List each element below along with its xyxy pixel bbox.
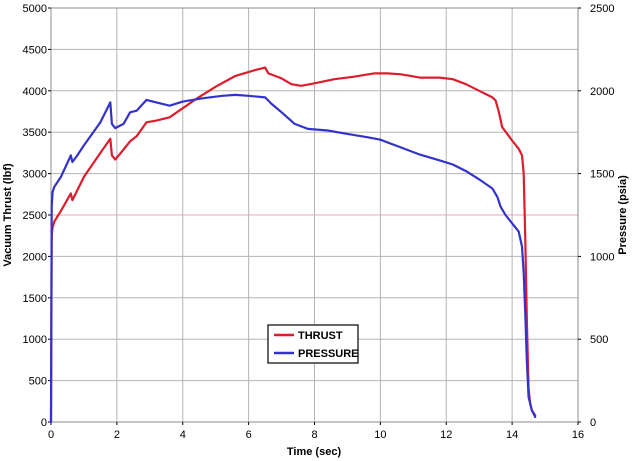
y2-tick-label: 2000 bbox=[590, 86, 614, 98]
y2-tick-label: 1000 bbox=[590, 251, 614, 263]
x-axis-ticks: 0 2 4 6 8 10 12 14 16 bbox=[48, 422, 584, 441]
y-tick-label: 3500 bbox=[23, 127, 47, 139]
y-tick-label: 1000 bbox=[23, 334, 47, 346]
y-tick-label: 4000 bbox=[23, 86, 47, 98]
x-tick-label: 16 bbox=[572, 429, 584, 441]
y-tick-label: 4500 bbox=[23, 44, 47, 56]
y2-axis-title: Pressure (psia) bbox=[617, 175, 629, 255]
y2-tick-label: 1500 bbox=[590, 169, 614, 181]
y-tick-label: 5000 bbox=[23, 3, 47, 15]
y-tick-label: 3000 bbox=[23, 169, 47, 181]
y2-tick-label: 2500 bbox=[590, 3, 614, 15]
y-tick-label: 2000 bbox=[23, 251, 47, 263]
x-tick-label: 4 bbox=[180, 429, 186, 441]
x-tick-label: 8 bbox=[311, 429, 317, 441]
series-lines bbox=[49, 66, 537, 424]
x-tick-label: 6 bbox=[246, 429, 252, 441]
x-tick-label: 12 bbox=[440, 429, 452, 441]
y-tick-label: 500 bbox=[29, 376, 47, 388]
x-tick-label: 10 bbox=[374, 429, 386, 441]
x-tick-label: 0 bbox=[48, 429, 54, 441]
series-line-thrust bbox=[49, 66, 537, 424]
x-tick-label: 14 bbox=[506, 429, 518, 441]
series-line-pressure bbox=[49, 93, 537, 424]
left-axis-ticks: 0 500 1000 1500 2000 2500 3000 3500 4000 4500 5000 bbox=[23, 3, 51, 429]
legend: THRUST PRESSURE bbox=[267, 324, 359, 364]
y-tick-label: 1500 bbox=[23, 293, 47, 305]
y2-tick-label: 0 bbox=[590, 417, 596, 429]
y2-tick-label: 500 bbox=[590, 334, 608, 346]
y-tick-label: 0 bbox=[41, 417, 47, 429]
x-axis-title: Time (sec) bbox=[287, 446, 342, 458]
y-tick-label: 2500 bbox=[23, 210, 47, 222]
legend-label-thrust: THRUST bbox=[298, 330, 343, 342]
legend-box bbox=[267, 324, 359, 364]
y-axis-title: Vacuum Thrust (lbf) bbox=[2, 163, 14, 267]
x-tick-label: 2 bbox=[114, 429, 120, 441]
right-axis-ticks: 0 500 1000 1500 2000 2500 bbox=[578, 3, 614, 429]
legend-label-pressure: PRESSURE bbox=[298, 348, 359, 360]
